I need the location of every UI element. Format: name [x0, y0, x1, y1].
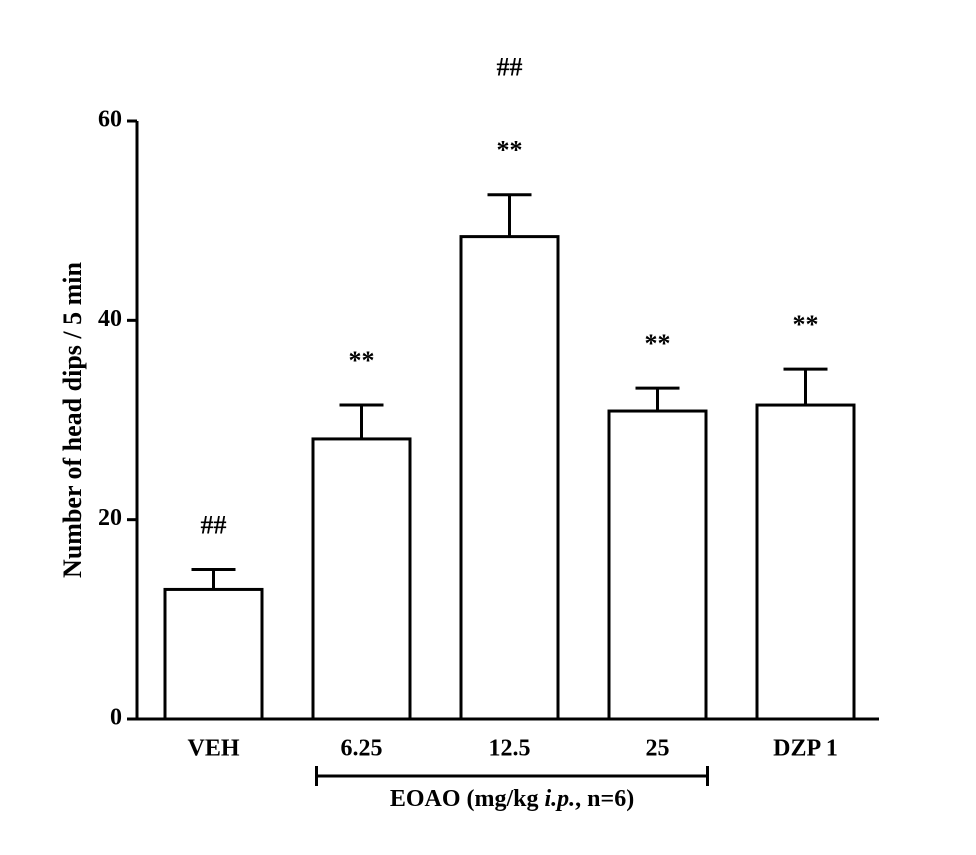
significance-label: **	[497, 136, 523, 165]
y-tick-label: 0	[110, 705, 122, 731]
significance-label: **	[349, 346, 375, 375]
x-tick-label: DZP 1	[773, 736, 838, 762]
bar	[163, 587, 264, 721]
significance-label: ##	[201, 510, 227, 539]
y-axis-label: Number of head dips / 5 min	[58, 262, 87, 578]
y-tick-label: 20	[98, 505, 122, 531]
group-label: EOAO (mg/kg i.p., n=6)	[390, 786, 634, 812]
x-tick-label: 25	[646, 736, 670, 762]
bar	[311, 437, 412, 721]
group-label-part: i.p.	[545, 786, 576, 812]
bar	[459, 235, 560, 721]
group-label-part: EOAO (mg/kg	[390, 786, 545, 812]
y-tick-label: 60	[98, 107, 122, 133]
x-tick-label: 6.25	[341, 736, 383, 762]
group-label-part: , n=6)	[575, 786, 634, 812]
significance-label: ##	[497, 53, 523, 82]
bar	[607, 409, 708, 721]
bar	[755, 403, 856, 721]
significance-label: **	[793, 310, 819, 339]
y-tick-label: 40	[98, 306, 122, 332]
significance-label: **	[645, 329, 671, 358]
x-tick-label: 12.5	[489, 736, 531, 762]
x-tick-label: VEH	[187, 736, 239, 762]
